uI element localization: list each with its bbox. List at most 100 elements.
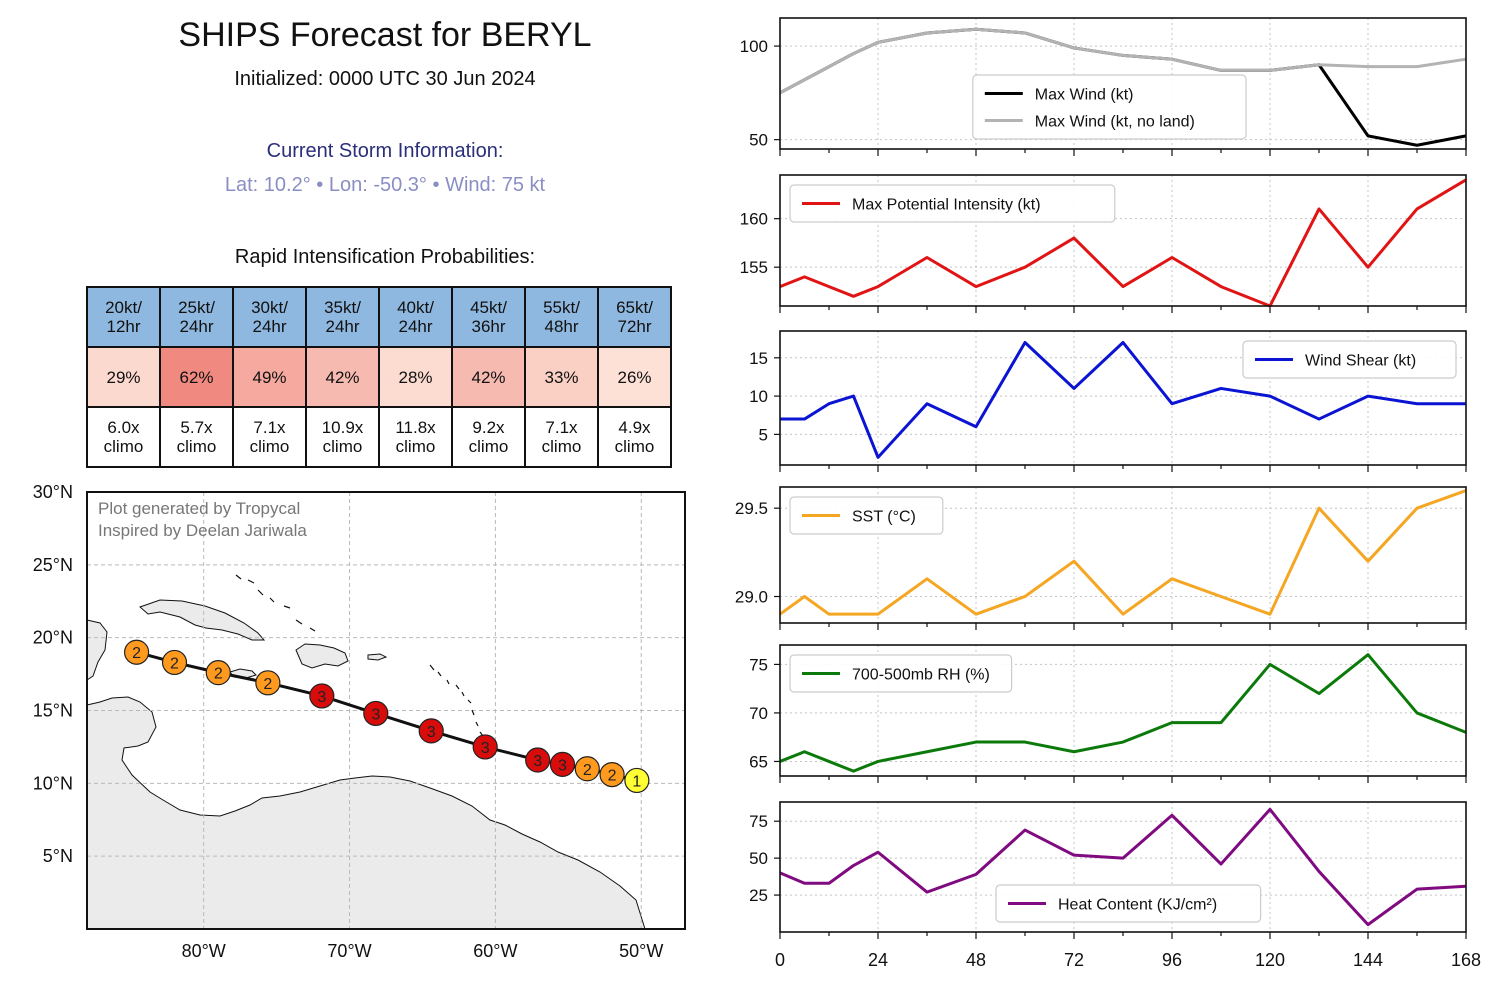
map-lon-tick-label: 80°W xyxy=(182,941,226,961)
panel-y-tick-label: 5 xyxy=(759,425,768,444)
hispaniola-island xyxy=(295,643,349,669)
track-point-marker xyxy=(161,649,188,676)
ri-probability-cell: 42% xyxy=(305,346,380,408)
ri-threshold-kt: 40kt/ xyxy=(397,298,434,317)
ri-probability-cell: 33% xyxy=(524,346,599,408)
ships-panel-5: 25 50 75 Heat Content (KJ/cm²) xyxy=(749,801,1467,939)
ships-panel-3: 29.0 29.5 SST (°C) xyxy=(735,486,1467,630)
track-point-marker xyxy=(525,747,551,773)
ri-climo-ratio: 10.9x xyxy=(321,418,364,437)
panel-y-tick-label: 25 xyxy=(749,886,768,905)
panel-frame xyxy=(779,644,1467,777)
ri-threshold-hr: 24hr xyxy=(398,317,433,336)
legend-label: 700-500mb RH (%) xyxy=(852,667,990,684)
x-tick-label: 72 xyxy=(1064,950,1084,970)
storm-lon: Lon: -50.3° xyxy=(328,174,427,196)
ri-probability-cell: 49% xyxy=(232,346,307,408)
legend-box xyxy=(789,184,1116,223)
track-point-marker xyxy=(574,756,600,782)
ri-climo-label: climo xyxy=(322,437,363,456)
panel-y-tick-label: 70 xyxy=(749,704,768,723)
ri-threshold-header: 20kt/12hr xyxy=(86,286,161,348)
storm-info-heading: Current Storm Information: xyxy=(266,140,504,162)
land-masses xyxy=(86,599,646,930)
legend-label: Max Wind (kt) xyxy=(1035,87,1134,104)
legend-box xyxy=(789,496,944,535)
legend-box xyxy=(789,654,1013,693)
track-point-marker xyxy=(549,751,576,777)
ri-threshold-kt: 25kt/ xyxy=(178,298,215,317)
track-point-category: 2 xyxy=(170,655,179,672)
ri-climo-ratio: 7.1x xyxy=(545,418,578,437)
storm-wind: Wind: 75 kt xyxy=(445,174,546,196)
panel-frame xyxy=(779,801,1467,933)
ri-threshold-header: 45kt/36hr xyxy=(451,286,526,348)
credit-line-2: Inspired by Deelan Jariwala xyxy=(98,521,307,540)
ri-threshold-hr: 24hr xyxy=(252,317,287,336)
panel-legend: Max Potential Intensity (kt) xyxy=(789,184,1116,223)
map-lat-tick-label: 25°N xyxy=(33,555,73,575)
track-point-category: 3 xyxy=(371,706,380,723)
panel-frame xyxy=(779,330,1467,466)
ri-threshold-hr: 24hr xyxy=(179,317,214,336)
ri-probability-cell: 28% xyxy=(378,346,453,408)
map-tick-labels: 80°W 70°W 60°W 50°W 5°N 10°N 15°N 20°N 25°N 30°N xyxy=(33,482,664,961)
track-point-marker xyxy=(624,767,650,794)
track-point-category: 3 xyxy=(558,757,567,774)
ships-panel-1: 155 160 Max Potential Intensity (kt) xyxy=(740,174,1467,313)
panel-y-tick-label: 29.5 xyxy=(735,499,768,518)
track-point-category: 2 xyxy=(263,676,272,693)
series-line xyxy=(779,807,1467,927)
ri-climo-row: 6.0x climo 5.7x climo 7.1x climo 10.9x climo 11.… xyxy=(86,406,672,468)
ri-threshold-header: 55kt/48hr xyxy=(524,286,599,348)
track-point-category: 3 xyxy=(317,689,326,706)
ri-climo-cell: 9.2x climo xyxy=(451,406,526,468)
map-lat-tick-label: 5°N xyxy=(43,846,73,866)
map-frame xyxy=(86,491,686,930)
panel-y-tick-label: 160 xyxy=(740,210,768,229)
x-tick-label: 48 xyxy=(966,950,986,970)
ships-panel-2: 5 10 15 Wind Shear (kt) xyxy=(749,330,1467,472)
x-tick-label: 120 xyxy=(1255,950,1285,970)
track-point-marker xyxy=(255,670,281,696)
panel-legend: Wind Shear (kt) xyxy=(1242,340,1457,379)
map-lon-tick-label: 50°W xyxy=(619,941,663,961)
series-line xyxy=(779,653,1467,773)
x-tick-label: 0 xyxy=(775,950,785,970)
ri-heading: Rapid Intensification Probabilities: xyxy=(234,246,536,268)
ri-climo-cell: 5.7x climo xyxy=(159,406,234,468)
ri-climo-cell: 10.9x climo xyxy=(305,406,380,468)
track-point-marker xyxy=(123,639,150,665)
legend-label: Heat Content (KJ/cm²) xyxy=(1058,897,1217,914)
cuba-island xyxy=(139,599,266,641)
ri-climo-label: climo xyxy=(395,437,436,456)
ri-climo-cell: 6.0x climo xyxy=(86,406,161,468)
legend-label: Max Wind (kt, no land) xyxy=(1035,114,1195,131)
x-tick-label: 144 xyxy=(1353,950,1383,970)
panel-y-tick-label: 15 xyxy=(749,349,768,368)
legend-label: Max Potential Intensity (kt) xyxy=(852,197,1041,214)
ri-climo-ratio: 9.2x xyxy=(472,418,505,437)
ri-climo-label: climo xyxy=(468,437,509,456)
panel-frame xyxy=(779,17,1467,150)
ri-threshold-kt: 45kt/ xyxy=(470,298,507,317)
ships-panel-4: 65 70 75 700-500mb RH (%) xyxy=(749,644,1467,783)
panel-y-tick-label: 50 xyxy=(749,849,768,868)
ri-climo-ratio: 5.7x xyxy=(180,418,213,437)
ri-probability-cell: 62% xyxy=(159,346,234,408)
ri-probability-cell: 29% xyxy=(86,346,161,408)
ri-threshold-hr: 12hr xyxy=(106,317,141,336)
ri-threshold-kt: 55kt/ xyxy=(543,298,580,317)
storm-lat: Lat: 10.2° xyxy=(224,174,311,196)
ri-table: 20kt/12hr 25kt/24hr 30kt/24hr 35kt/24hr 40kt… xyxy=(86,286,672,468)
ri-climo-cell: 7.1x climo xyxy=(232,406,307,468)
legend-box xyxy=(995,884,1262,923)
ri-climo-label: climo xyxy=(614,437,655,456)
panel-frame xyxy=(779,174,1467,307)
ri-threshold-hr: 48hr xyxy=(544,317,579,336)
map-lat-tick-label: 10°N xyxy=(33,773,73,793)
ri-threshold-hr: 36hr xyxy=(471,317,506,336)
init-time: Initialized: 0000 UTC 30 Jun 2024 xyxy=(234,68,536,90)
